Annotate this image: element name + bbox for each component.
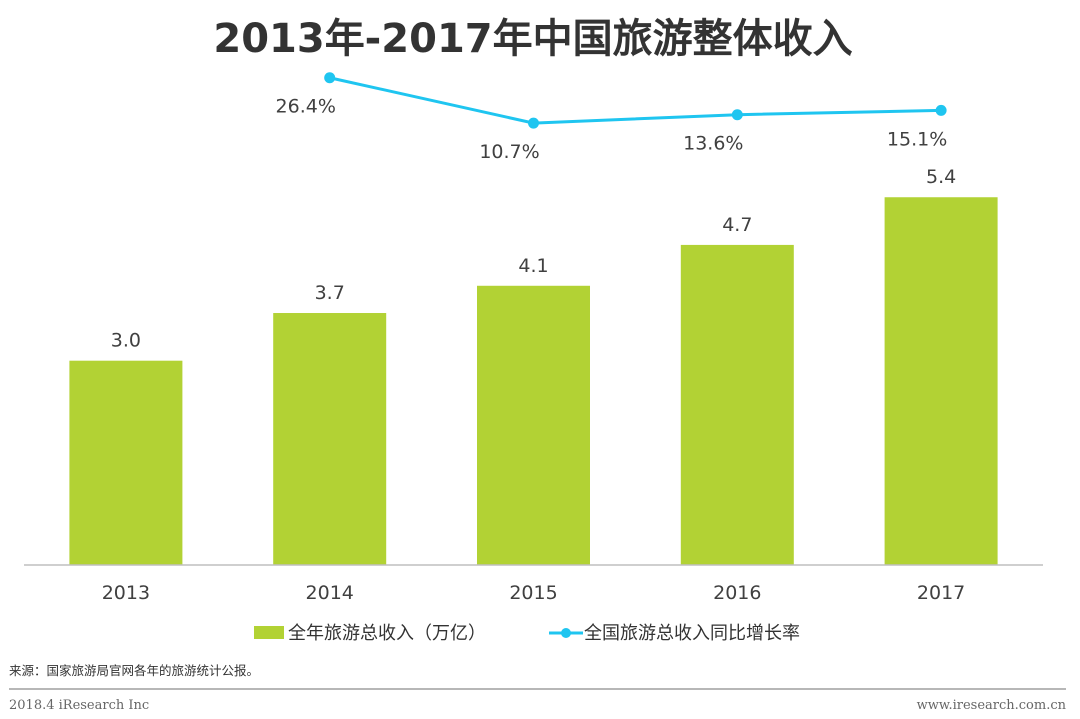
growth-rate-series: 26.4% 10.7% 13.6% 15.1%	[276, 72, 947, 163]
legend-bar-label: 全年旅游总收入（万亿）	[288, 623, 486, 644]
bar-value-label-2016: 4.7	[722, 214, 752, 236]
footer-website: www.iresearch.com.cn	[917, 698, 1067, 713]
growth-rate-line	[329, 76, 942, 125]
x-tick-label-2017: 2017	[917, 582, 965, 604]
revenue-series: 3.0 3.7 4.1 4.7 5.4	[69, 166, 998, 565]
growth-rate-label-2015: 10.7%	[479, 141, 539, 163]
bar-value-label-2015: 4.1	[518, 255, 548, 277]
growth-rate-label-2016: 13.6%	[683, 133, 743, 155]
bar-value-label-2017: 5.4	[926, 166, 956, 188]
source-note: 来源：国家旅游局官网各年的旅游统计公报。	[9, 663, 259, 678]
growth-rate-label-2017: 15.1%	[887, 128, 947, 150]
growth-rate-label-2014: 26.4%	[276, 96, 336, 118]
growth-rate-point-2014	[324, 72, 336, 84]
bar-2013	[69, 360, 183, 565]
footer-copyright: 2018.4 iResearch Inc	[9, 698, 149, 713]
x-tick-label-2016: 2016	[713, 582, 761, 604]
bar-2015	[477, 285, 590, 565]
growth-rate-point-2016	[731, 109, 743, 121]
legend: 全年旅游总收入（万亿） 全国旅游总收入同比增长率	[254, 623, 800, 644]
legend-line-marker	[561, 628, 571, 638]
growth-rate-point-2015	[528, 117, 539, 129]
chart-title: 2013年-2017年中国旅游整体收入	[213, 16, 852, 62]
legend-line-label: 全国旅游总收入同比增长率	[584, 623, 800, 644]
x-tick-label-2013: 2013	[102, 582, 150, 604]
bar-2016	[680, 244, 794, 565]
bar-value-label-2014: 3.7	[315, 282, 345, 304]
legend-bar-swatch	[254, 626, 284, 639]
x-axis-ticks: 2013 2014 2015 2016 2017	[102, 582, 966, 604]
x-tick-label-2015: 2015	[509, 582, 557, 604]
bar-value-label-2013: 3.0	[111, 330, 141, 352]
bar-2017	[884, 197, 998, 565]
x-tick-label-2014: 2014	[306, 582, 354, 604]
growth-rate-point-2017	[935, 104, 947, 116]
bar-2014	[273, 313, 387, 565]
